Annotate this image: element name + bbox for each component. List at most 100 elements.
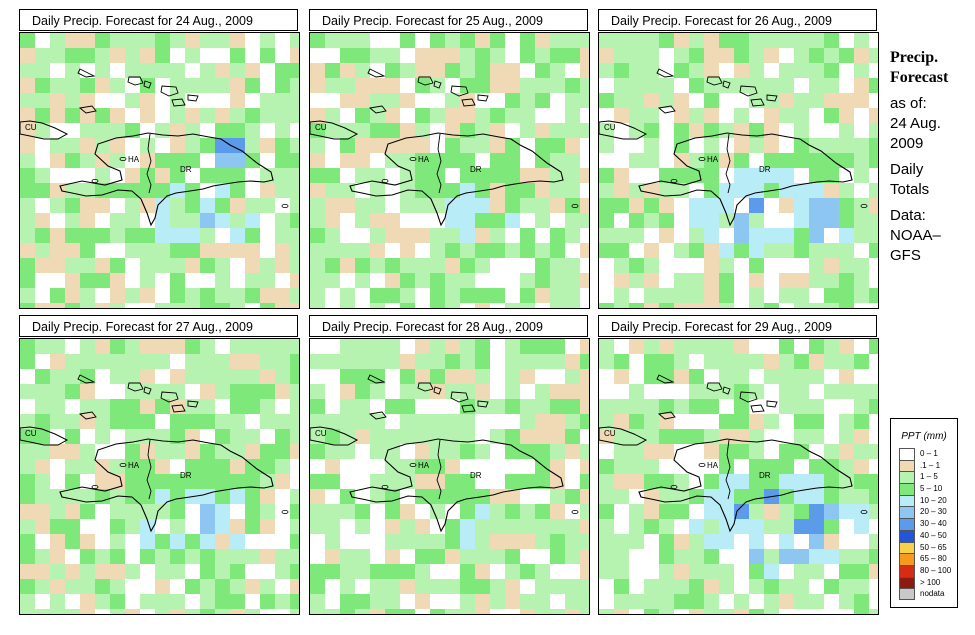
precip-cell — [629, 519, 644, 534]
precip-cell — [719, 564, 734, 579]
precip-cell — [614, 213, 629, 228]
precip-cell — [170, 384, 185, 399]
precip-cell — [824, 93, 839, 108]
precip-cell — [475, 579, 490, 594]
precip-cell — [719, 33, 734, 48]
precip-cell — [50, 108, 65, 123]
precip-cell — [614, 594, 629, 609]
precip-cell — [275, 609, 290, 614]
precip-cell — [275, 183, 290, 198]
precip-cell — [644, 339, 659, 354]
precip-cell — [275, 168, 290, 183]
precip-cell — [520, 48, 535, 63]
precip-cell — [704, 549, 719, 564]
precip-cell — [520, 273, 535, 288]
precip-cell — [839, 339, 854, 354]
precip-cell — [644, 489, 659, 504]
precip-cell — [689, 369, 704, 384]
precip-cell — [490, 444, 505, 459]
precip-cell — [230, 474, 245, 489]
precip-cell — [644, 609, 659, 614]
precip-cell — [869, 48, 878, 63]
precip-cell — [340, 33, 355, 48]
precip-cell — [65, 429, 80, 444]
precip-cell — [110, 474, 125, 489]
precip-cell — [155, 108, 170, 123]
precip-cell — [719, 138, 734, 153]
precip-cell — [230, 369, 245, 384]
precip-cell — [565, 213, 580, 228]
precip-cell — [674, 168, 689, 183]
precip-cell — [50, 33, 65, 48]
precip-cell — [659, 399, 674, 414]
precip-cell — [550, 504, 565, 519]
precip-cell — [565, 579, 580, 594]
precip-cell — [400, 339, 415, 354]
precip-cell — [430, 93, 445, 108]
precip-cell — [520, 198, 535, 213]
precip-cell — [125, 63, 140, 78]
precip-cell — [325, 33, 340, 48]
precip-cell — [200, 369, 215, 384]
precip-cell — [599, 384, 614, 399]
precip-cell — [490, 303, 505, 308]
precip-cell — [415, 33, 430, 48]
precip-cell — [185, 303, 200, 308]
precip-cell — [230, 594, 245, 609]
precip-cell — [185, 384, 200, 399]
precip-cell — [355, 504, 370, 519]
precip-cell — [869, 369, 878, 384]
precip-cell — [310, 444, 325, 459]
precip-cell — [95, 273, 110, 288]
islet — [571, 203, 579, 208]
precip-cell — [155, 564, 170, 579]
precip-cell — [290, 138, 299, 153]
precip-cell — [230, 123, 245, 138]
precip-cell — [275, 273, 290, 288]
precip-cell — [340, 579, 355, 594]
legend-item: 1 – 5 — [899, 471, 957, 484]
precip-cell — [689, 63, 704, 78]
precip-cell — [50, 339, 65, 354]
precip-cell — [644, 288, 659, 303]
precip-cell — [65, 213, 80, 228]
precip-cell — [550, 198, 565, 213]
precip-cell — [415, 579, 430, 594]
precip-cell — [749, 108, 764, 123]
precip-cell — [155, 288, 170, 303]
precip-cell — [839, 399, 854, 414]
precip-cell — [260, 354, 275, 369]
precip-cell — [355, 474, 370, 489]
precip-cell — [779, 213, 794, 228]
precip-cell — [200, 459, 215, 474]
precip-cell — [839, 504, 854, 519]
precip-cell — [475, 123, 490, 138]
precip-cell — [340, 108, 355, 123]
precip-cell — [370, 444, 385, 459]
precip-cell — [535, 168, 550, 183]
precip-cell — [215, 288, 230, 303]
precip-cell — [719, 594, 734, 609]
precip-cell — [275, 243, 290, 258]
precip-cell — [674, 108, 689, 123]
precip-cell — [629, 354, 644, 369]
precip-cell — [629, 153, 644, 168]
precip-cell — [20, 459, 35, 474]
precip-cell — [125, 33, 140, 48]
precip-cell — [580, 399, 589, 414]
precip-cell — [400, 288, 415, 303]
precip-cell — [550, 183, 565, 198]
islet — [91, 178, 99, 183]
precip-cell — [400, 33, 415, 48]
precip-cell — [869, 564, 878, 579]
precip-cell — [215, 564, 230, 579]
precip-cell — [779, 369, 794, 384]
precip-cell — [535, 414, 550, 429]
precip-cell — [35, 534, 50, 549]
island-coastline — [461, 404, 476, 413]
precip-cell — [125, 48, 140, 63]
precip-cell — [140, 228, 155, 243]
precip-cell — [794, 198, 809, 213]
precip-cell — [734, 399, 749, 414]
precip-cell — [565, 354, 580, 369]
